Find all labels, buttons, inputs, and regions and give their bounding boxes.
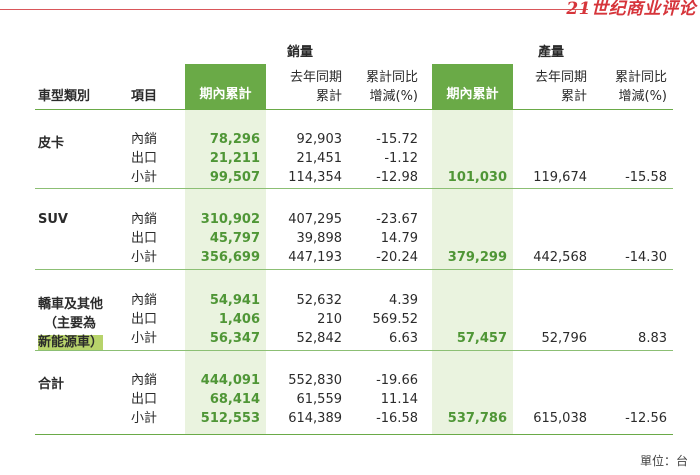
production-yoy-cell: -12.56 bbox=[625, 411, 667, 426]
item-label: 小計 bbox=[131, 331, 158, 346]
sales-prev-cell: 92,903 bbox=[296, 132, 343, 147]
sales-prev-cell: 61,559 bbox=[296, 392, 343, 407]
production-prev-cell: 442,568 bbox=[533, 250, 587, 265]
sales-prev-cell: 447,193 bbox=[288, 250, 342, 265]
sales-prev-cell: 52,632 bbox=[296, 293, 343, 308]
item-label: 小計 bbox=[131, 170, 158, 185]
item-label: 內銷 bbox=[131, 132, 158, 147]
production-period-cell: 57,457 bbox=[456, 331, 507, 346]
sales-period-cell: 54,941 bbox=[209, 293, 260, 308]
item-label: 出口 bbox=[131, 312, 158, 327]
brand-logo: 21世纪商业评论 bbox=[566, 0, 696, 19]
table-bottom-rule bbox=[35, 434, 673, 435]
production-prev-cell: 52,796 bbox=[541, 331, 588, 346]
item-label: 內銷 bbox=[131, 293, 158, 308]
item-label: 內銷 bbox=[131, 373, 158, 388]
sales-prev-cell: 21,451 bbox=[296, 151, 343, 166]
production-yoy-cell: -15.58 bbox=[625, 170, 667, 185]
sales-prev-header-line1: 去年同期 bbox=[289, 70, 342, 85]
sales-period-cell: 1,406 bbox=[218, 312, 260, 327]
sales-period-cell: 78,296 bbox=[209, 132, 260, 147]
sales-group-header: 銷量 bbox=[286, 45, 313, 60]
sales-prev-cell: 407,295 bbox=[288, 212, 342, 227]
sales-prev-cell: 210 bbox=[317, 312, 342, 327]
sales-yoy-cell: 6.63 bbox=[389, 331, 418, 346]
sales-period-cell: 21,211 bbox=[209, 151, 260, 166]
sales-yoy-cell: -23.67 bbox=[376, 212, 418, 227]
header-rule bbox=[35, 109, 673, 110]
sales-prev-header-line2: 累計 bbox=[315, 89, 342, 104]
production-period-cell: 537,786 bbox=[447, 411, 507, 426]
sales-yoy-cell: -12.98 bbox=[376, 170, 418, 185]
production-prev-cell: 615,038 bbox=[533, 411, 587, 426]
unit-note: 單位：台 bbox=[639, 454, 688, 468]
sales-period-header: 期內累計 bbox=[185, 64, 266, 109]
item-label: 小計 bbox=[131, 411, 158, 426]
production-yoy-cell: 8.83 bbox=[638, 331, 667, 346]
sales-yoy-cell: -16.58 bbox=[376, 411, 418, 426]
item-label: 出口 bbox=[131, 392, 158, 407]
item-label: 出口 bbox=[131, 151, 158, 166]
production-prev-header-line1: 去年同期 bbox=[534, 70, 587, 85]
sales-prev-cell: 552,830 bbox=[288, 373, 342, 388]
production-period-cell: 379,299 bbox=[447, 250, 507, 265]
sales-yoy-header-line2: 增減(%) bbox=[369, 89, 419, 104]
sales-prev-cell: 114,354 bbox=[288, 170, 342, 185]
sales-yoy-cell: 4.39 bbox=[389, 293, 418, 308]
sales-yoy-cell: 569.52 bbox=[372, 312, 419, 327]
sales-yoy-cell: 14.79 bbox=[380, 231, 418, 246]
sales-period-cell: 310,902 bbox=[200, 212, 260, 227]
production-period-header: 期內累計 bbox=[432, 64, 513, 109]
sales-period-cell: 444,091 bbox=[200, 373, 260, 388]
sales-yoy-cell: -20.24 bbox=[376, 250, 418, 265]
sales-period-cell: 45,797 bbox=[209, 231, 260, 246]
category-column-header: 車型類別 bbox=[38, 89, 91, 104]
item-label: 小計 bbox=[131, 250, 158, 265]
category-label: 轎車及其他 bbox=[38, 297, 104, 312]
item-label: 出口 bbox=[131, 231, 158, 246]
production-yoy-header-line1: 累計同比 bbox=[614, 70, 667, 85]
sales-period-cell: 356,699 bbox=[200, 250, 260, 265]
production-prev-cell: 119,674 bbox=[533, 170, 587, 185]
brand-rule bbox=[0, 9, 588, 10]
category-label: 皮卡 bbox=[38, 136, 65, 151]
category-label-line3-text: 新能源車） bbox=[38, 335, 104, 350]
sales-yoy-cell: -19.66 bbox=[376, 373, 418, 388]
item-label: 內銷 bbox=[131, 212, 158, 227]
sales-yoy-cell: -15.72 bbox=[376, 132, 418, 147]
production-group-header: 產量 bbox=[537, 45, 564, 60]
sales-period-column: 期內累計 bbox=[185, 64, 266, 434]
sales-yoy-cell: 11.14 bbox=[380, 392, 418, 407]
item-column-header: 項目 bbox=[131, 89, 158, 104]
category-label: 合計 bbox=[38, 377, 65, 392]
production-prev-header-line2: 累計 bbox=[560, 89, 587, 104]
sales-yoy-cell: -1.12 bbox=[384, 151, 418, 166]
category-label-line3: 新能源車） bbox=[38, 331, 104, 350]
sales-prev-cell: 614,389 bbox=[288, 411, 342, 426]
group-divider bbox=[35, 188, 673, 189]
category-label: SUV bbox=[38, 212, 68, 227]
production-yoy-header-line2: 增減(%) bbox=[618, 89, 668, 104]
sales-prev-cell: 52,842 bbox=[296, 331, 343, 346]
production-yoy-cell: -14.30 bbox=[625, 250, 667, 265]
production-period-column: 期內累計 bbox=[432, 64, 513, 434]
sales-period-cell: 68,414 bbox=[209, 392, 260, 407]
group-divider bbox=[35, 350, 673, 351]
sales-period-cell: 512,553 bbox=[200, 411, 260, 426]
sales-yoy-header-line1: 累計同比 bbox=[365, 70, 418, 85]
production-period-cell: 101,030 bbox=[447, 170, 507, 185]
sales-prev-cell: 39,898 bbox=[296, 231, 343, 246]
sales-period-cell: 99,507 bbox=[209, 170, 260, 185]
category-label-line2: （主要為 bbox=[44, 316, 97, 331]
group-divider bbox=[35, 269, 673, 270]
sales-period-cell: 56,347 bbox=[209, 331, 260, 346]
